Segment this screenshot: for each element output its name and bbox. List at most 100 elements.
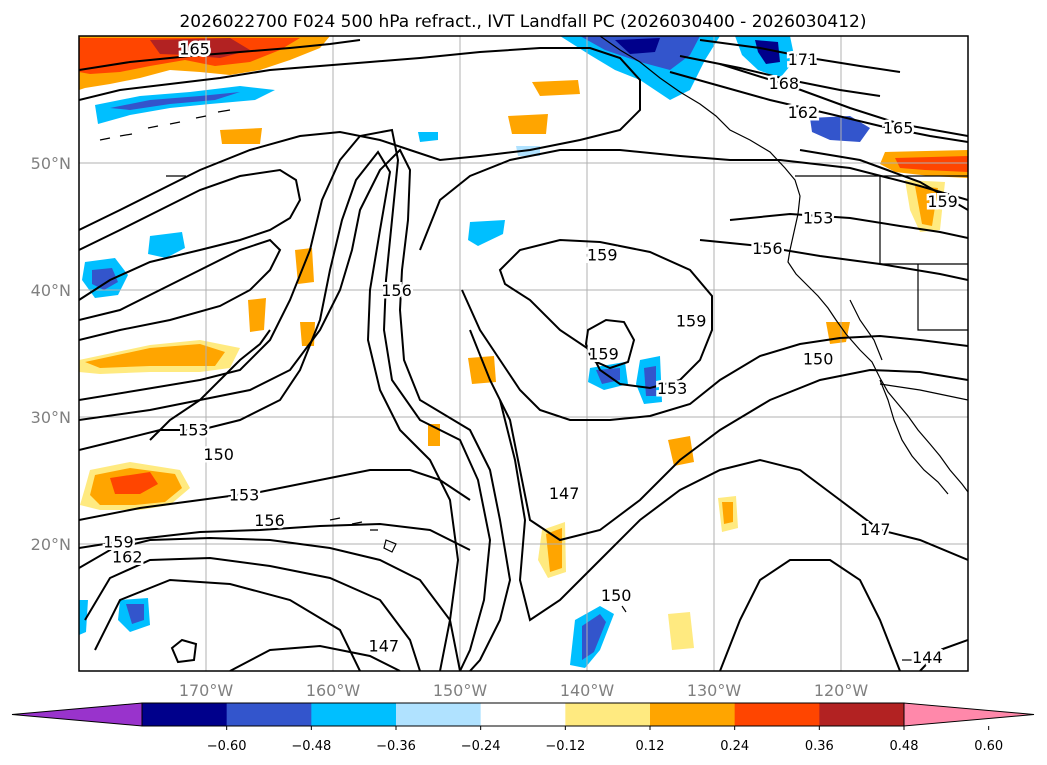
contour-label: 150 [601, 586, 632, 605]
longitude-labels: 170°W 160°W 150°W 140°W 130°W 120°W [179, 681, 869, 700]
colorbar-swatch [734, 703, 820, 726]
colorbar-tick-label: 0.48 [890, 739, 919, 754]
colorbar: −0.60 −0.48 −0.36 −0.24 −0.12 0.12 0.24 0.36 0.4… [11, 702, 1035, 754]
colorbar-extend-high [903, 702, 1035, 727]
shade-patch-far-left [79, 600, 88, 635]
contour-label: 150 [203, 445, 234, 464]
colorbar-tick-label: −0.48 [291, 739, 331, 754]
colorbar-tick-label: −0.36 [376, 739, 416, 754]
contour-label: 156 [381, 281, 412, 300]
contour-trough-153 [461, 289, 968, 421]
shade-patch-w-blue2 [148, 232, 185, 258]
shade-patch-se-yellow [668, 612, 694, 650]
lon-tick-label: 120°W [814, 681, 869, 700]
contour-label: 162 [788, 103, 819, 122]
shade-patch-aleutian-cool [95, 86, 275, 124]
contour-147-south [499, 399, 968, 622]
map-frame [78, 35, 969, 672]
contour-cutoff-159 [584, 318, 636, 370]
contour-156-east [699, 239, 968, 281]
colorbar-tick-label: −0.60 [207, 739, 247, 754]
contour-156-sw [79, 522, 471, 551]
shade-patch-center-orange [668, 436, 694, 466]
contour-label: 153 [178, 421, 209, 440]
shade-patch-gulf-blue [810, 116, 870, 142]
contour-162 [669, 71, 968, 143]
map-panel: 165 171 168 162 165 159 153 156 159 156 159 159 153 1… [78, 35, 969, 672]
colorbar-swatch [650, 703, 736, 726]
shade-patch-hi-blob1 [532, 80, 580, 96]
shade-patch-mid-orange2 [248, 298, 266, 332]
coast-alaska [599, 36, 968, 493]
colorbar-tick-label: −0.12 [545, 739, 585, 754]
shade-patch-bc-navy [755, 40, 780, 64]
contour-label: 162 [112, 548, 143, 567]
contour-label: 153 [657, 379, 688, 398]
contour-label: 165 [883, 118, 914, 137]
shade-patch-ak-navy [615, 38, 660, 54]
hawaii-islands [329, 517, 397, 553]
colorbar-swatch [311, 703, 397, 726]
contour-150-mid [79, 150, 460, 671]
contour-165-north [79, 39, 361, 71]
contour-ridge-153 [79, 128, 492, 671]
shade-patch-blue-small2 [418, 132, 438, 142]
contour-label: 159 [103, 532, 134, 551]
small-island-3 [621, 605, 627, 613]
colorbar-tick-label: −0.24 [461, 739, 501, 754]
shade-patch-hi-blob3 [220, 128, 262, 144]
lon-tick-label: 130°W [687, 681, 742, 700]
lat-tick-label: 20°N [31, 535, 71, 554]
colorbar-outline [141, 702, 905, 727]
contour-label: 153 [229, 485, 260, 504]
lon-tick-label: 140°W [560, 681, 615, 700]
colorbar-swatch [480, 703, 566, 726]
colorbar-swatch [396, 703, 482, 726]
contour-153-w [149, 329, 271, 441]
contour-153-east [729, 212, 968, 239]
contour-ring-sw [94, 578, 361, 671]
shade-patch-midpac-orange [85, 344, 225, 368]
lon-tick-label: 160°W [306, 681, 361, 700]
colorbar-swatch [226, 703, 312, 726]
contour-label: 147 [549, 484, 580, 503]
shade-patch-mid-orange3 [300, 322, 315, 346]
shade-patch-baja2 [722, 502, 733, 524]
contour-se-ring [719, 559, 901, 671]
shade-patch-aleutian-blue [110, 92, 240, 110]
contour-162-sw [84, 556, 421, 671]
colorbar-tick-label: 0.24 [720, 739, 749, 754]
shade-patch-blue-small1 [468, 220, 505, 246]
latitude-labels: 50°N 40°N 30°N 20°N [31, 154, 71, 554]
colorbar-tick-label: 0.12 [636, 739, 665, 754]
contour-label: 153 [803, 209, 834, 228]
coast-baja [879, 379, 949, 495]
contour-153-sw [79, 469, 471, 521]
contour-label: 156 [752, 239, 783, 258]
lat-tick-label: 50°N [31, 154, 71, 173]
aleutian-islands [99, 109, 231, 141]
contour-label: 171 [788, 50, 819, 69]
contour-ring-w2 [79, 238, 282, 341]
contour-159-sw [79, 536, 461, 671]
border-us-mexico [879, 383, 968, 401]
contour-ridge-156 [79, 148, 512, 671]
contour-label: 159 [927, 192, 958, 211]
shade-patch-sw-navy [126, 604, 144, 624]
lat-tick-label: 30°N [31, 408, 71, 427]
contour-labels: 165 171 168 162 165 159 153 156 159 156 159 159 153 1… [101, 37, 961, 669]
contour-label: 165 [179, 40, 210, 59]
shade-patch-inland-hot [895, 156, 968, 172]
figure-title: 2026022700 F024 500 hPa refract., IVT La… [179, 12, 866, 32]
colorbar-swatch [142, 703, 228, 726]
colorbar-swatch [565, 703, 651, 726]
contour-label: 147 [369, 637, 400, 656]
contour-159-east [799, 149, 968, 211]
contour-label: 168 [769, 74, 800, 93]
colorbar-tick-label: 0.60 [974, 739, 1003, 754]
colorbar-tick-label: 0.36 [805, 739, 834, 754]
shade-patch-hi-blob2 [508, 114, 548, 134]
contour-144-se [919, 639, 968, 671]
colorbar-swatch [819, 703, 905, 726]
